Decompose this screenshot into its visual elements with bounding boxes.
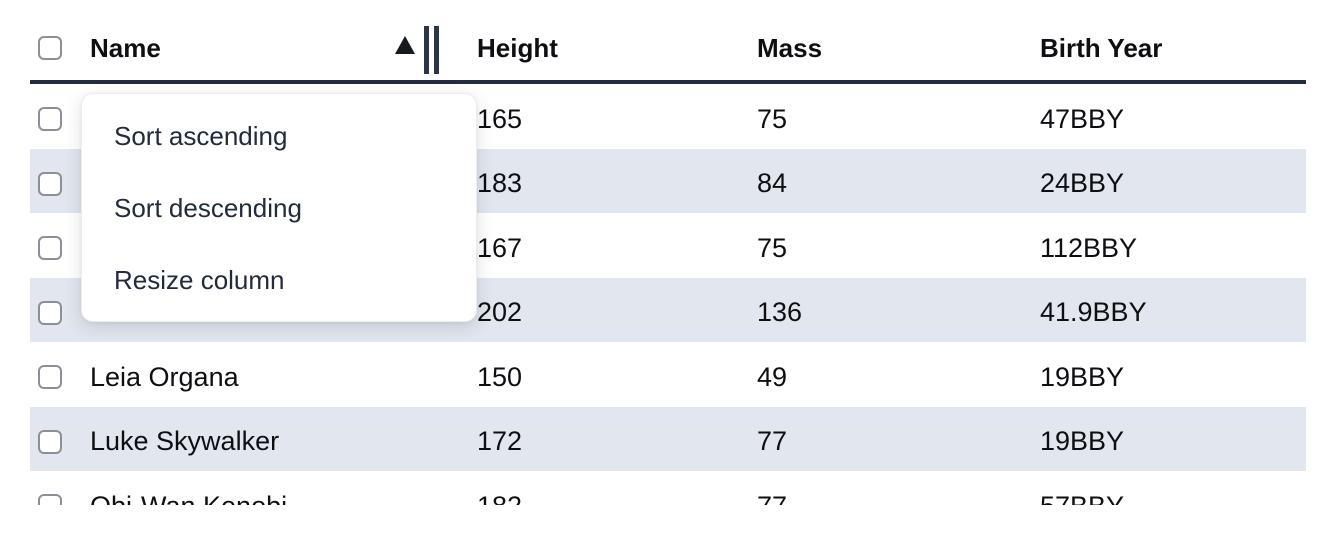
menu-item-resize-column[interactable]: Resize column bbox=[114, 264, 285, 295]
row-checkbox[interactable] bbox=[38, 429, 62, 454]
row-checkbox[interactable] bbox=[38, 300, 62, 325]
cell-birth-year: 41.9BBY bbox=[1040, 297, 1147, 328]
column-header-mass[interactable]: Mass bbox=[757, 33, 1040, 64]
column-context-menu: Sort ascending Sort descending Resize co… bbox=[81, 93, 477, 322]
column-resize-handle-icon[interactable] bbox=[424, 26, 439, 74]
row-checkbox[interactable] bbox=[38, 107, 62, 132]
select-all-cell bbox=[30, 36, 90, 60]
sort-ascending-triangle-up-icon bbox=[395, 36, 415, 54]
column-header-height[interactable]: Height bbox=[477, 33, 757, 64]
cell-birth-year: 19BBY bbox=[1040, 426, 1125, 457]
cell-mass: 84 bbox=[757, 168, 788, 199]
table-header-row: Name Height Mass Birth Year bbox=[30, 0, 1306, 84]
column-header-name-label: Name bbox=[90, 32, 161, 63]
table-row[interactable]: Obi-Wan Kenobi 182 77 57BBY bbox=[30, 471, 1306, 505]
select-all-checkbox[interactable] bbox=[38, 36, 62, 60]
cell-mass: 49 bbox=[757, 361, 788, 392]
cell-mass: 77 bbox=[757, 491, 1040, 505]
cell-mass: 136 bbox=[757, 297, 803, 328]
cell-birth-year: 24BBY bbox=[1040, 168, 1125, 199]
column-header-mass-label: Mass bbox=[757, 32, 823, 63]
row-checkbox[interactable] bbox=[38, 171, 62, 196]
cell-name: Obi-Wan Kenobi bbox=[90, 491, 477, 505]
table-row[interactable]: Leia Organa 150 49 19BBY bbox=[30, 342, 1306, 407]
menu-item-sort-descending[interactable]: Sort descending bbox=[114, 192, 302, 223]
cell-height: 150 bbox=[477, 361, 523, 392]
cell-height: 172 bbox=[477, 426, 523, 457]
row-checkbox[interactable] bbox=[38, 365, 62, 390]
cell-height: 165 bbox=[477, 103, 523, 134]
table-row[interactable]: 167 75 112BBY bbox=[30, 213, 1306, 278]
menu-item-sort-ascending[interactable]: Sort ascending bbox=[114, 120, 288, 151]
cell-height: 202 bbox=[477, 297, 523, 328]
cell-birth-year: 112BBY bbox=[1040, 232, 1138, 263]
table-row[interactable]: 165 75 47BBY bbox=[30, 84, 1306, 149]
cell-height: 182 bbox=[477, 491, 757, 505]
cell-mass: 77 bbox=[757, 426, 788, 457]
row-checkbox[interactable] bbox=[38, 494, 62, 505]
cell-birth-year: 19BBY bbox=[1040, 361, 1125, 392]
column-header-birth-year[interactable]: Birth Year bbox=[1040, 33, 1306, 64]
column-header-height-label: Height bbox=[477, 32, 558, 63]
cell-mass: 75 bbox=[757, 103, 788, 134]
cell-mass: 75 bbox=[757, 232, 788, 263]
cell-height: 183 bbox=[477, 168, 523, 199]
cell-name: Leia Organa bbox=[90, 361, 239, 392]
table-row[interactable]: Luke Skywalker 172 77 19BBY bbox=[30, 406, 1306, 471]
cell-name: Luke Skywalker bbox=[90, 426, 280, 457]
column-header-name[interactable]: Name bbox=[90, 33, 477, 64]
column-header-birth-year-label: Birth Year bbox=[1040, 32, 1163, 63]
cell-height: 167 bbox=[477, 232, 523, 263]
cell-birth-year: 47BBY bbox=[1040, 103, 1125, 134]
row-checkbox[interactable] bbox=[38, 236, 62, 261]
cell-birth-year: 57BBY bbox=[1040, 491, 1306, 505]
